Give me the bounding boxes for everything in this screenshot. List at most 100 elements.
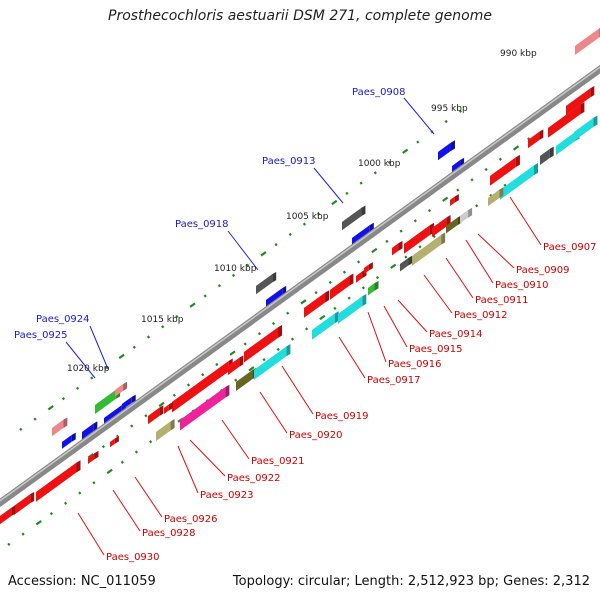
gene-feature	[110, 438, 115, 448]
leader-line	[89, 325, 109, 370]
scale-tick	[276, 347, 280, 352]
gene-label[interactable]: Paes_0925	[14, 330, 68, 341]
scale-tick	[130, 424, 134, 428]
scale-tick	[144, 414, 148, 418]
scale-tick	[175, 314, 179, 319]
gene-label[interactable]: Paes_0914	[429, 329, 483, 340]
scale-tick	[229, 350, 236, 356]
scale-tick	[371, 247, 378, 254]
scale-tick	[116, 434, 120, 438]
gene-feature-side	[539, 129, 544, 141]
scale-tick	[489, 193, 493, 198]
gene-feature	[488, 189, 500, 207]
leader-line	[509, 196, 542, 246]
scale-tick	[347, 296, 351, 300]
scale-tick	[64, 501, 68, 505]
scale-tick	[172, 393, 176, 397]
gene-feature	[460, 210, 469, 224]
scale-tick	[404, 255, 408, 259]
scale-tick	[149, 440, 153, 444]
scale-tick	[33, 417, 37, 421]
gene-label[interactable]: Paes_0921	[251, 456, 305, 467]
gene-feature	[490, 157, 516, 186]
leader-line	[177, 445, 199, 494]
scale-tick	[215, 362, 219, 367]
leader-line	[134, 476, 163, 518]
scale-tick	[106, 468, 113, 475]
gene-label[interactable]: Paes_0924	[36, 314, 90, 325]
gene-feature-side	[239, 355, 244, 367]
gene-feature	[52, 419, 64, 437]
scale-tick	[161, 325, 165, 329]
scale-tick	[328, 280, 332, 285]
scale-label: 1015 kbp	[141, 315, 184, 325]
scale-tick	[342, 270, 347, 274]
leader-line	[221, 419, 250, 460]
leader-line	[367, 311, 387, 363]
gene-label[interactable]: Paes_0915	[409, 344, 463, 355]
gene-label[interactable]: Paes_0922	[227, 473, 281, 484]
scale-tick	[305, 327, 309, 331]
gene-feature-side	[362, 294, 367, 307]
scale-tick	[527, 137, 531, 141]
gene-feature-side	[225, 384, 230, 398]
gene-features	[0, 27, 600, 525]
gene-label[interactable]: Paes_0928	[142, 528, 196, 539]
gene-feature	[432, 217, 447, 237]
scale-tick	[217, 284, 221, 288]
scale-tick	[413, 219, 417, 223]
gene-label[interactable]: Paes_0910	[495, 280, 549, 291]
gene-feature	[156, 421, 171, 441]
gene-feature	[330, 275, 350, 300]
gene-feature	[14, 494, 31, 515]
scale-tick	[475, 204, 479, 208]
gene-label[interactable]: Paes_0907	[543, 242, 597, 253]
leader-line	[465, 239, 494, 284]
scale-tick	[432, 234, 436, 239]
gene-label[interactable]: Paes_0926	[164, 514, 218, 525]
leader-line	[112, 489, 141, 532]
scale-tick	[373, 171, 377, 175]
scale-tick	[257, 332, 261, 336]
scale-tick	[7, 542, 11, 546]
gene-label[interactable]: Paes_0916	[388, 359, 442, 370]
gene-feature	[312, 313, 335, 340]
gene-label[interactable]: Paes_0920	[289, 430, 343, 441]
gene-feature	[36, 462, 77, 502]
gene-feature	[304, 292, 326, 318]
scale-tick	[186, 383, 191, 387]
gene-label[interactable]: Paes_0912	[454, 310, 508, 321]
gene-feature	[368, 283, 375, 296]
gene-label[interactable]: Paes_0909	[516, 265, 570, 276]
scale-tick	[444, 119, 448, 124]
gene-feature	[528, 131, 540, 149]
scale-tick	[458, 109, 462, 113]
gene-label[interactable]: Paes_0917	[367, 375, 421, 386]
gene-feature-side	[170, 419, 175, 431]
scale-tick	[302, 222, 307, 226]
gene-feature-side	[580, 102, 585, 115]
scale-tick	[262, 358, 266, 362]
scale-tick	[19, 427, 23, 431]
gene-label[interactable]: Paes_0918	[175, 219, 229, 230]
gene-feature	[172, 360, 229, 413]
gene-feature-side	[549, 146, 554, 158]
scale-tick	[274, 243, 278, 247]
gene-label[interactable]: Paes_0930	[106, 552, 160, 563]
gene-label[interactable]: Paes_0911	[475, 295, 529, 306]
gene-feature	[88, 453, 95, 464]
gene-feature-side	[272, 271, 277, 283]
gene-feature	[95, 389, 117, 414]
scale-tick	[61, 396, 66, 401]
scale-tick	[333, 306, 337, 310]
gene-feature-side	[368, 262, 373, 271]
gene-feature-side	[534, 162, 539, 176]
gene-feature	[180, 387, 226, 431]
leader-line	[189, 439, 226, 477]
gene-label[interactable]: Paes_0908	[352, 87, 406, 98]
gene-label[interactable]: Paes_0919	[315, 411, 369, 422]
gene-label[interactable]: Paes_0923	[200, 490, 254, 501]
scale-tick	[271, 321, 276, 326]
gene-label[interactable]: Paes_0913	[262, 156, 316, 167]
